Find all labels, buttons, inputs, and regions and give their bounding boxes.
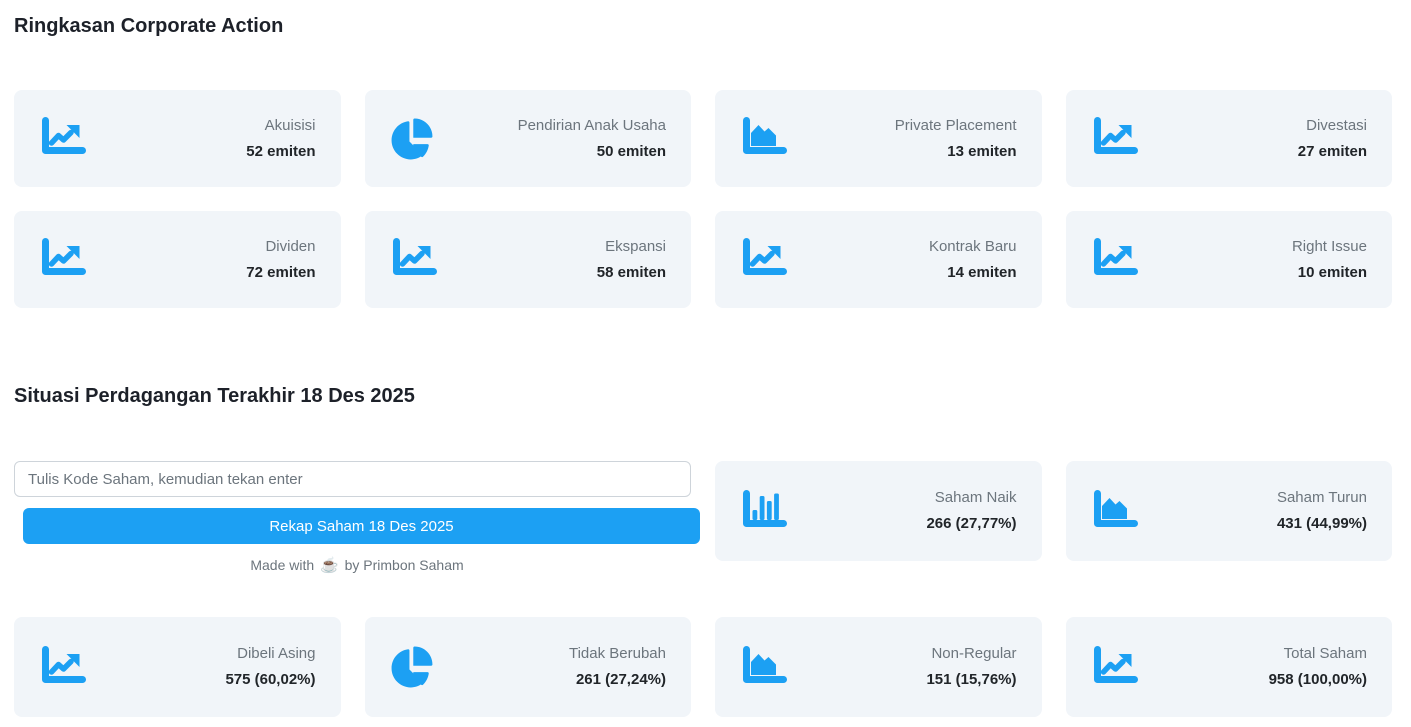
chart-line-icon xyxy=(739,238,788,281)
card-text: Ekspansi 58 emiten xyxy=(597,238,666,282)
card-label: Non-Regular xyxy=(931,645,1017,662)
card-label: Ekspansi xyxy=(605,237,666,255)
card-value: 431 (44,99%) xyxy=(1276,515,1367,532)
chart-area-icon xyxy=(739,645,788,689)
chart-column-icon xyxy=(739,489,788,533)
summary-card: Private Placement 13 emiten xyxy=(715,90,1042,187)
summary-card: Non-Regular 151 (15,76%) xyxy=(715,617,1042,717)
section-title-corporate-action: Ringkasan Corporate Action xyxy=(14,15,284,37)
card-value: 266 (27,77%) xyxy=(926,515,1017,532)
card-label: Dividen xyxy=(265,237,316,255)
trading-bottom-card-grid: Dibeli Asing 575 (60,02%) Tidak Berubah … xyxy=(14,617,1392,717)
chart-line-icon xyxy=(38,238,87,281)
card-label: Dibeli Asing xyxy=(237,645,316,662)
chart-line-icon xyxy=(1090,117,1139,160)
dashboard-page: Ringkasan Corporate Action Akuisisi 52 e… xyxy=(0,15,1411,717)
corporate-action-card-grid: Akuisisi 52 emiten Pendirian Anak Usaha … xyxy=(14,90,1392,308)
chart-line-icon xyxy=(38,117,87,160)
card-text: Kontrak Baru 14 emiten xyxy=(929,238,1017,282)
card-value: 261 (27,24%) xyxy=(575,671,666,688)
card-text: Pendirian Anak Usaha 50 emiten xyxy=(518,117,666,161)
stock-code-input[interactable] xyxy=(14,461,691,497)
card-value: 50 emiten xyxy=(596,142,666,160)
card-text: Total Saham 958 (100,00%) xyxy=(1269,645,1367,689)
card-value: 14 emiten xyxy=(947,263,1017,281)
coffee-icon: ☕ xyxy=(320,557,339,574)
card-label: Total Saham xyxy=(1283,645,1367,662)
card-label: Tidak Berubah xyxy=(568,645,666,662)
card-text: Tidak Berubah 261 (27,24%) xyxy=(569,645,666,689)
chart-area-icon xyxy=(1090,489,1139,533)
card-text: Private Placement 13 emiten xyxy=(895,117,1017,161)
card-value: 958 (100,00%) xyxy=(1268,671,1367,688)
card-label: Akuisisi xyxy=(264,116,316,134)
card-label: Pendirian Anak Usaha xyxy=(517,116,666,134)
chart-line-icon xyxy=(1090,238,1139,281)
card-value: 27 emiten xyxy=(1297,142,1367,160)
card-text: Divestasi 27 emiten xyxy=(1298,117,1367,161)
card-value: 151 (15,76%) xyxy=(926,671,1017,688)
card-value: 575 (60,02%) xyxy=(225,671,316,688)
card-label: Saham Naik xyxy=(934,489,1017,506)
chart-line-icon xyxy=(389,238,438,281)
chart-pie-icon xyxy=(389,117,435,161)
chart-line-icon xyxy=(38,645,87,689)
card-label: Divestasi xyxy=(1306,116,1367,134)
card-text: Saham Naik 266 (27,77%) xyxy=(926,489,1016,533)
card-text: Non-Regular 151 (15,76%) xyxy=(926,645,1016,689)
summary-card: Total Saham 958 (100,00%) xyxy=(1065,617,1392,717)
summary-card: Ekspansi 58 emiten xyxy=(364,211,691,308)
summary-card: Dibeli Asing 575 (60,02%) xyxy=(14,617,341,717)
summary-card: Right Issue 10 emiten xyxy=(1065,211,1392,308)
rekap-saham-button[interactable]: Rekap Saham 18 Des 2025 xyxy=(23,508,700,544)
card-value: 58 emiten xyxy=(596,263,666,281)
card-label: Kontrak Baru xyxy=(928,237,1017,255)
chart-area-icon xyxy=(739,117,788,160)
card-text: Right Issue 10 emiten xyxy=(1292,238,1367,282)
chart-pie-icon xyxy=(389,645,435,689)
trading-situation-grid: Rekap Saham 18 Des 2025 Made with ☕ by P… xyxy=(14,461,1392,574)
card-text: Dibeli Asing 575 (60,02%) xyxy=(225,645,315,689)
summary-card: Dividen 72 emiten xyxy=(14,211,341,308)
summary-card: Pendirian Anak Usaha 50 emiten xyxy=(364,90,691,187)
card-value: 13 emiten xyxy=(947,142,1017,160)
section-title-trading-situation: Situasi Perdagangan Terakhir 18 Des 2025 xyxy=(14,385,415,407)
card-value: 52 emiten xyxy=(246,142,316,160)
credit-suffix: by Primbon Saham xyxy=(344,557,464,573)
summary-card: Saham Naik 266 (27,77%) xyxy=(715,461,1042,561)
summary-card: Saham Turun 431 (44,99%) xyxy=(1065,461,1392,561)
summary-card: Divestasi 27 emiten xyxy=(1065,90,1392,187)
summary-card: Kontrak Baru 14 emiten xyxy=(715,211,1042,308)
summary-card: Akuisisi 52 emiten xyxy=(14,90,341,187)
card-label: Private Placement xyxy=(894,116,1017,134)
card-value: 72 emiten xyxy=(246,263,316,281)
card-text: Saham Turun 431 (44,99%) xyxy=(1277,489,1367,533)
card-label: Saham Turun xyxy=(1276,489,1367,506)
card-text: Akuisisi 52 emiten xyxy=(246,117,315,161)
credit-prefix: Made with xyxy=(250,557,315,573)
credit-line: Made with ☕ by Primbon Saham xyxy=(23,557,691,574)
card-value: 10 emiten xyxy=(1297,263,1367,281)
card-label: Right Issue xyxy=(1291,237,1367,255)
stock-search-form: Rekap Saham 18 Des 2025 Made with ☕ by P… xyxy=(14,461,700,574)
summary-card: Tidak Berubah 261 (27,24%) xyxy=(364,617,691,717)
chart-line-icon xyxy=(1090,645,1139,689)
card-text: Dividen 72 emiten xyxy=(246,238,315,282)
